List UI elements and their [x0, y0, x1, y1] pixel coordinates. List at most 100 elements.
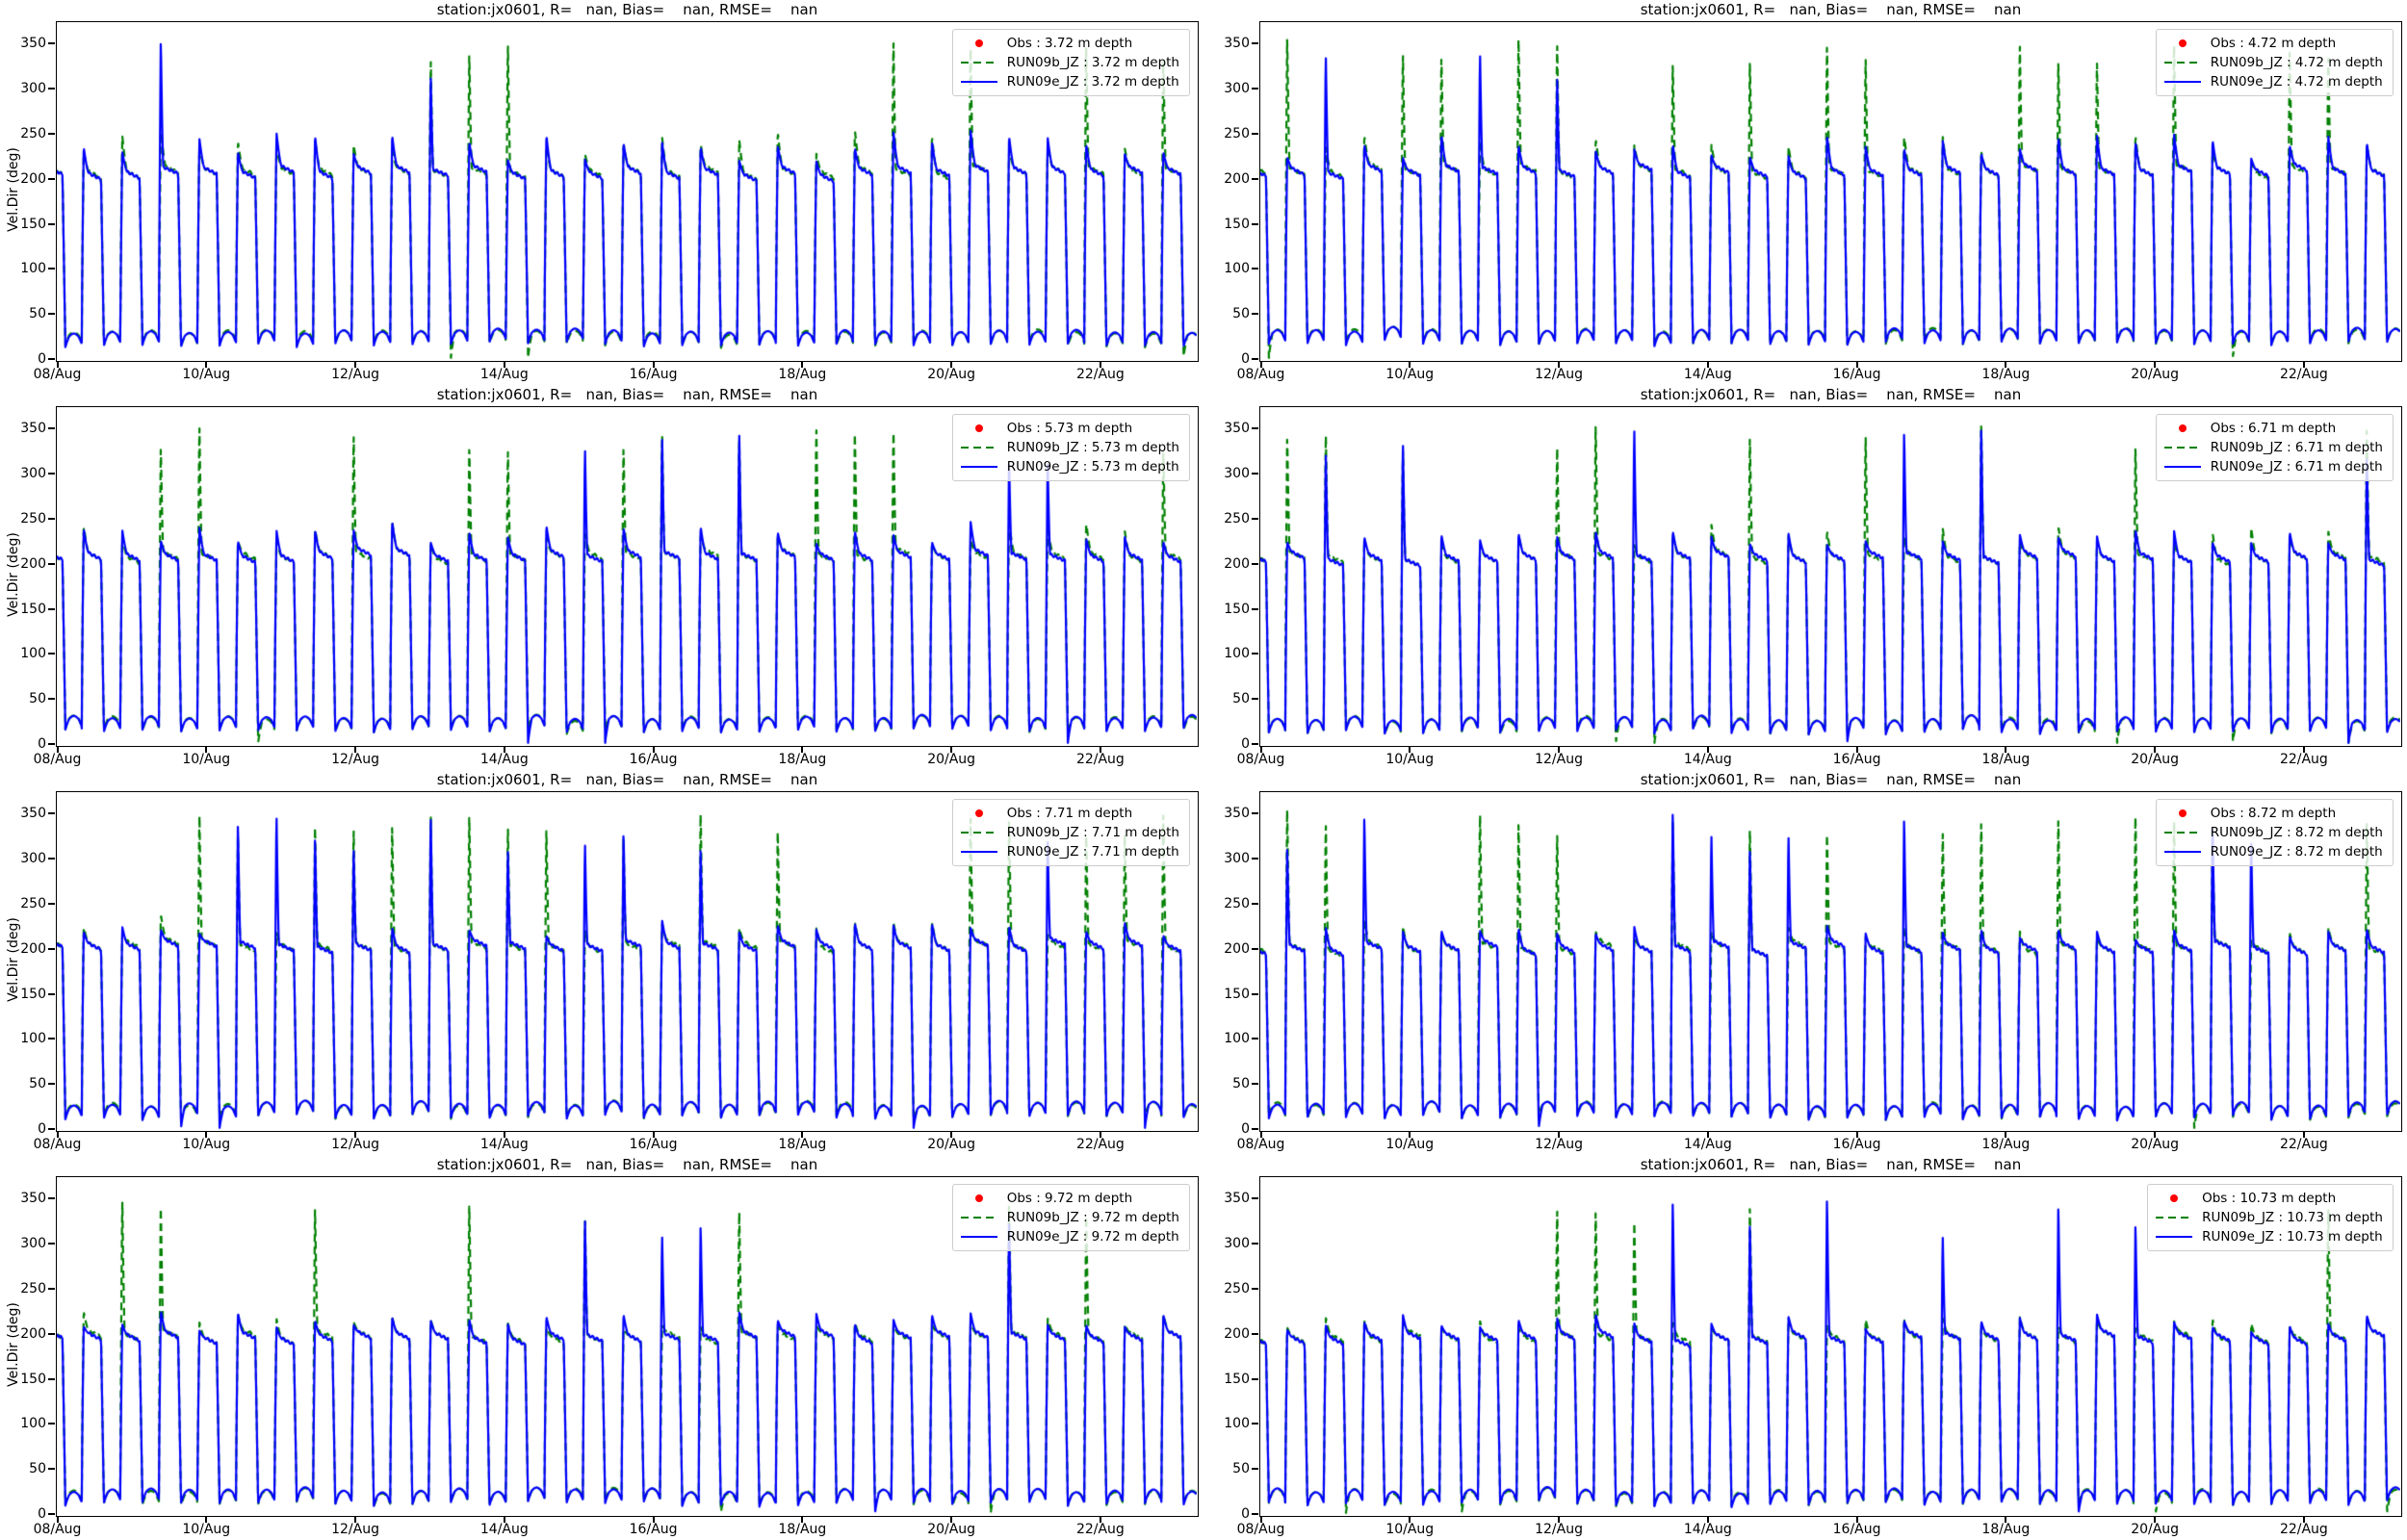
- legend-entry-obs: Obs : 9.72 m depth: [961, 1191, 1179, 1206]
- x-tick-label: 10/Aug: [1385, 1137, 1435, 1152]
- x-tick-label: 10/Aug: [182, 1137, 231, 1152]
- solid-line-sample-icon: [2163, 462, 2201, 472]
- legend-entry-run09b: RUN09b_JZ : 3.72 m depth: [960, 55, 1179, 70]
- y-tick-label: 100: [1224, 1416, 1250, 1432]
- legend-label: Obs : 6.71 m depth: [2210, 421, 2337, 436]
- x-tick-label: 16/Aug: [1832, 1522, 1881, 1537]
- chart-panel-depth-10-73: station:jx0601, R= nan, Bias= nan, RMSE=…: [1204, 1155, 2407, 1540]
- y-tick-mark: [1252, 1377, 1258, 1380]
- x-tick-mark: [2302, 1516, 2305, 1523]
- x-tick-label: 14/Aug: [1683, 1522, 1732, 1537]
- y-tick-label: 350: [1224, 421, 1250, 437]
- y-tick-label: 0: [1241, 1121, 1250, 1137]
- x-tick-label: 20/Aug: [2131, 1137, 2180, 1152]
- x-tick-mark: [652, 1131, 655, 1138]
- x-tick-label: 08/Aug: [33, 752, 82, 767]
- x-tick-mark: [56, 1516, 59, 1523]
- x-tick-label: 14/Aug: [479, 367, 529, 382]
- legend-label: Obs : 9.72 m depth: [1006, 1191, 1133, 1206]
- y-tick-mark: [1252, 1038, 1258, 1040]
- y-tick-label: 0: [38, 736, 46, 752]
- x-tick-label: 22/Aug: [2279, 1522, 2328, 1537]
- y-tick-label: 100: [20, 261, 46, 277]
- dashed-line-sample-icon: [960, 58, 997, 67]
- x-tick-label: 10/Aug: [182, 1522, 231, 1537]
- y-tick-label: 200: [20, 170, 46, 187]
- legend-entry-obs: Obs : 10.73 m depth: [2156, 1191, 2383, 1206]
- x-tick-label: 12/Aug: [1535, 752, 1583, 767]
- y-tick-label: 300: [20, 851, 46, 867]
- y-tick-mark: [1252, 133, 1258, 135]
- y-tick-label: 350: [20, 806, 46, 822]
- y-tick-label: 250: [1224, 511, 1250, 526]
- legend-label: RUN09b_JZ : 8.72 m depth: [2210, 825, 2383, 840]
- plot-area: Obs : 7.71 m depth RUN09b_JZ : 7.71 m de…: [56, 791, 1199, 1132]
- x-tick-label: 16/Aug: [629, 1137, 678, 1152]
- y-tick-mark: [48, 1288, 55, 1290]
- legend-entry-run09e: RUN09e_JZ : 9.72 m depth: [960, 1229, 1179, 1245]
- legend-label: RUN09e_JZ : 5.73 m depth: [1006, 459, 1179, 475]
- x-tick-mark: [801, 361, 804, 368]
- x-tick-label: 20/Aug: [927, 752, 976, 767]
- legend-label: RUN09e_JZ : 10.73 m depth: [2202, 1229, 2383, 1245]
- x-tick-mark: [950, 746, 953, 753]
- y-tick-mark: [1252, 1288, 1258, 1290]
- legend: Obs : 4.72 m depth RUN09b_JZ : 4.72 m de…: [2155, 29, 2394, 96]
- x-tick-mark: [56, 1131, 59, 1138]
- x-tick-mark: [1855, 1516, 1858, 1523]
- x-tick-mark: [205, 1516, 208, 1523]
- x-tick-mark: [950, 1516, 953, 1523]
- x-tick-mark: [1409, 746, 1411, 753]
- legend-entry-obs: Obs : 3.72 m depth: [961, 36, 1179, 51]
- y-tick-label: 0: [1241, 351, 1250, 367]
- y-tick-mark: [1252, 812, 1258, 815]
- x-tick-label: 14/Aug: [1683, 367, 1732, 382]
- x-tick-label: 16/Aug: [629, 367, 678, 382]
- y-tick-label: 0: [38, 1506, 46, 1522]
- legend: Obs : 6.71 m depth RUN09b_JZ : 6.71 m de…: [2155, 414, 2394, 481]
- plot-area: Obs : 5.73 m depth RUN09b_JZ : 5.73 m de…: [56, 406, 1199, 747]
- plot-area: Obs : 9.72 m depth RUN09b_JZ : 9.72 m de…: [56, 1176, 1199, 1517]
- solid-line-sample-icon: [960, 847, 997, 857]
- y-tick-label: 200: [1224, 555, 1250, 572]
- y-tick-mark: [48, 1243, 55, 1245]
- x-tick-label: 10/Aug: [1385, 367, 1435, 382]
- legend-entry-run09b: RUN09b_JZ : 10.73 m depth: [2156, 1210, 2383, 1225]
- x-tick-mark: [1706, 361, 1709, 368]
- x-tick-label: 10/Aug: [182, 367, 231, 382]
- y-tick-mark: [48, 518, 55, 520]
- legend-label: Obs : 4.72 m depth: [2210, 36, 2337, 51]
- y-tick-mark: [1252, 1423, 1258, 1425]
- y-tick-mark: [48, 698, 55, 701]
- x-tick-mark: [503, 1516, 505, 1523]
- x-tick-mark: [503, 361, 505, 368]
- y-tick-mark: [1252, 88, 1258, 90]
- x-tick-mark: [1099, 361, 1101, 368]
- x-tick-label: 18/Aug: [778, 1522, 827, 1537]
- legend-entry-run09b: RUN09b_JZ : 9.72 m depth: [960, 1210, 1179, 1225]
- y-tick-label: 50: [1232, 306, 1250, 322]
- y-tick-label: 300: [1224, 851, 1250, 867]
- dashed-line-sample-icon: [2163, 58, 2201, 67]
- x-tick-mark: [1706, 746, 1709, 753]
- plot-area: Obs : 4.72 m depth RUN09b_JZ : 4.72 m de…: [1259, 21, 2402, 362]
- legend-entry-run09b: RUN09b_JZ : 6.71 m depth: [2163, 440, 2383, 455]
- x-tick-mark: [2154, 1516, 2157, 1523]
- y-tick-label: 200: [1224, 940, 1250, 957]
- legend-label: Obs : 10.73 m depth: [2202, 1191, 2337, 1206]
- x-tick-mark: [503, 1131, 505, 1138]
- y-tick-mark: [48, 743, 55, 745]
- legend-label: Obs : 3.72 m depth: [1006, 36, 1133, 51]
- x-tick-mark: [801, 746, 804, 753]
- y-tick-mark: [48, 903, 55, 905]
- y-tick-mark: [1252, 222, 1258, 225]
- y-tick-label: 50: [1232, 1461, 1250, 1477]
- y-tick-label: 200: [1224, 170, 1250, 187]
- y-tick-mark: [1252, 947, 1258, 950]
- plot-area: Obs : 6.71 m depth RUN09b_JZ : 6.71 m de…: [1259, 406, 2402, 747]
- x-tick-mark: [2302, 746, 2305, 753]
- x-tick-label: 12/Aug: [331, 752, 379, 767]
- chart-title: station:jx0601, R= nan, Bias= nan, RMSE=…: [1640, 386, 2022, 403]
- y-tick-label: 100: [1224, 1031, 1250, 1047]
